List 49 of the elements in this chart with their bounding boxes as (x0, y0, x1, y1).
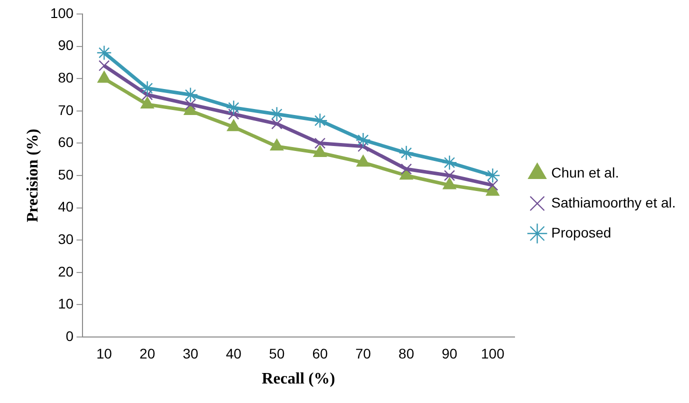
point (140, 80, 155, 96)
point (313, 145, 327, 157)
x-axis-title: Recall (%) (262, 370, 336, 388)
y-tick-label: 0 (66, 328, 74, 344)
legend-label: Chun et al. (551, 164, 619, 180)
point (444, 170, 456, 182)
x-tick-label: 70 (355, 345, 372, 362)
point (400, 163, 412, 175)
point (485, 168, 500, 184)
x-tick-label: 90 (442, 345, 458, 362)
point (270, 138, 284, 151)
point (486, 184, 500, 196)
point (487, 180, 498, 191)
y-tick-label: 50 (58, 166, 74, 182)
x-tick-label: 60 (312, 345, 328, 362)
y-tick-label: 30 (58, 230, 74, 247)
point (356, 132, 371, 148)
y-axis-title: Precision (%) (24, 128, 42, 222)
point (442, 178, 456, 190)
point (356, 154, 370, 167)
y-tick-label: 100 (50, 4, 74, 21)
x-tick-label: 20 (140, 345, 156, 362)
point (226, 119, 240, 132)
x-tick-label: 10 (96, 345, 112, 362)
point (314, 138, 326, 149)
y-tick-label: 80 (58, 69, 74, 86)
point (142, 89, 153, 100)
legend-label: Sathiamoorthy et al. (551, 194, 676, 210)
y-tick-label: 40 (58, 198, 74, 215)
point (269, 106, 284, 122)
y-tick-label: 20 (58, 263, 74, 280)
point (312, 112, 328, 128)
point (228, 108, 240, 120)
x-tick-label: 40 (226, 345, 242, 362)
legend-label: Proposed (551, 224, 612, 240)
point (98, 60, 110, 72)
x-tick-label: 50 (269, 345, 285, 362)
point (96, 45, 112, 60)
point (442, 154, 458, 170)
y-tick-label: 10 (58, 296, 74, 312)
y-tick-label: 60 (58, 134, 74, 150)
point (398, 145, 414, 160)
point (271, 118, 282, 130)
x-tick-label: 100 (480, 345, 505, 362)
y-tick-label: 90 (58, 37, 74, 54)
x-tick-label: 30 (182, 345, 198, 362)
x-tick-label: 80 (398, 345, 414, 362)
y-tick-label: 70 (58, 102, 74, 118)
point (184, 98, 196, 110)
